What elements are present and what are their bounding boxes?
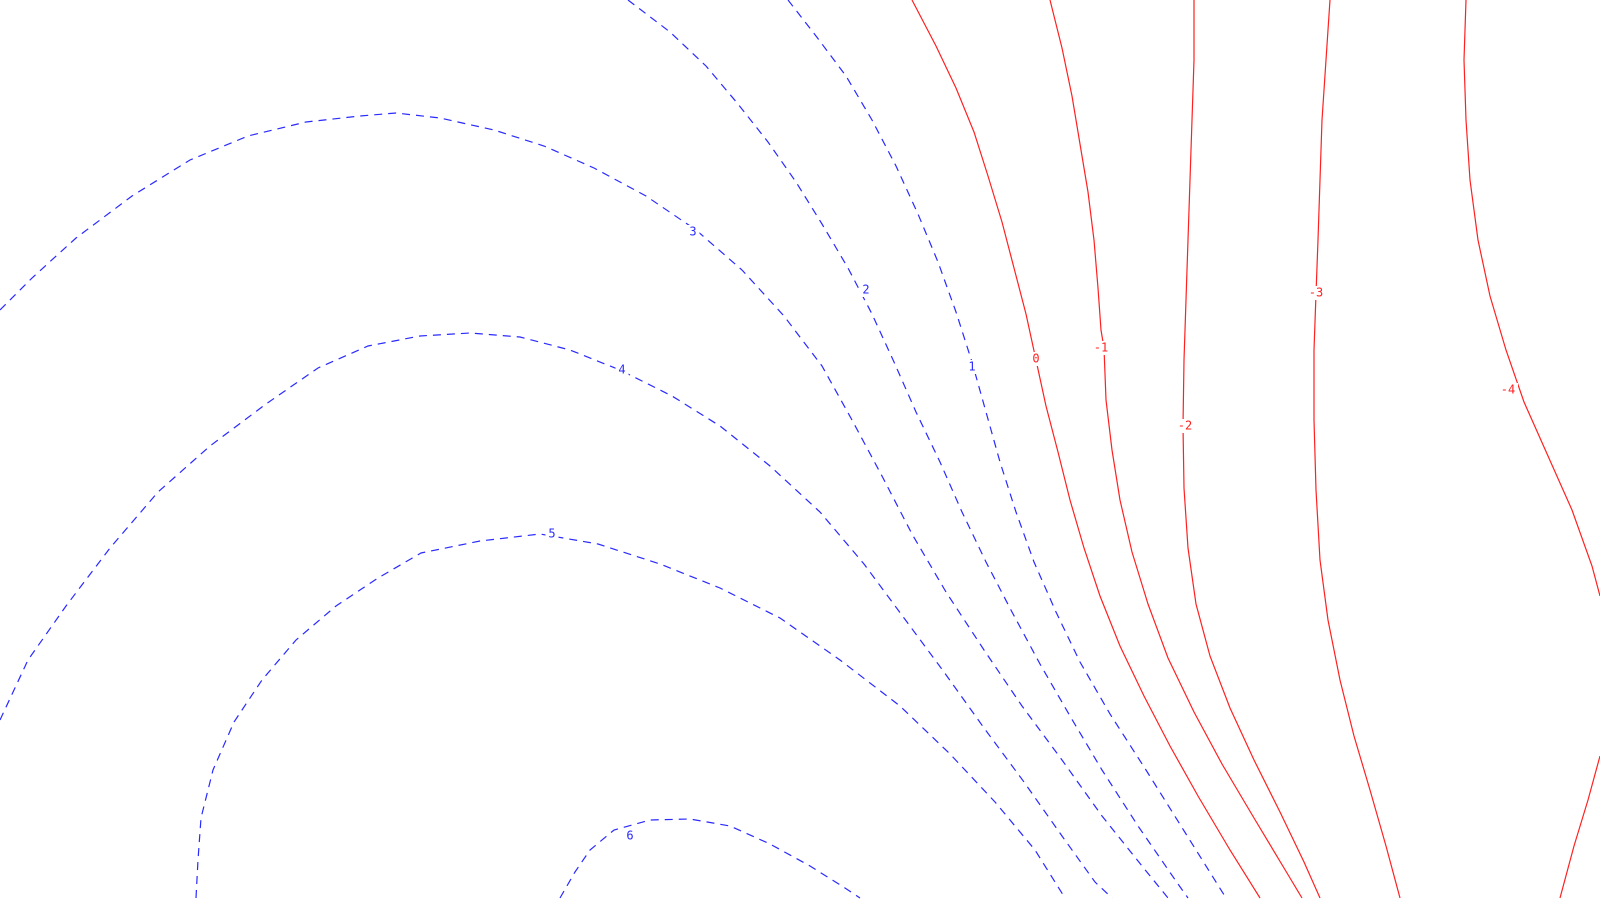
contour-line-level-0 (911, 0, 1261, 899)
contour-label-level-m2: -2 (1178, 419, 1192, 433)
contour-label-level-2: 2 (862, 283, 869, 297)
contour-label-bg-level-5 (545, 527, 559, 541)
contour-label-level-6: 6 (626, 829, 633, 843)
contour-label-bg-level-6 (623, 829, 637, 843)
contour-label-level-m3: -3 (1309, 286, 1323, 300)
contour-label-bg-level-m2 (1175, 419, 1195, 433)
contour-line-level-m3 (1313, 0, 1401, 899)
contour-line-level-6 (559, 818, 861, 899)
contour-line-level-m1 (1049, 0, 1303, 899)
contour-label-level-4: 4 (618, 363, 625, 377)
contour-label-level-0: 0 (1032, 352, 1039, 366)
contour-label-bg-level-4 (615, 363, 629, 377)
contour-label-level-m4: -4 (1501, 383, 1515, 397)
contour-label-bg-level-3 (686, 225, 700, 239)
contour-label-bg-level-1 (965, 360, 979, 374)
contour-line-level-1 (787, 0, 1227, 899)
contour-label-bg-level-0 (1029, 352, 1043, 366)
contour-label-level-1: 1 (968, 360, 975, 374)
contour-labels: 6 5 4 3 2 1 0 -1 -2 -3 -4 (545, 225, 1518, 843)
contour-label-bg-level-m4 (1498, 383, 1518, 397)
contour-label-bg-level-m1 (1091, 341, 1111, 355)
contour-label-level-3: 3 (689, 225, 696, 239)
contour-line-level-m2 (1182, 0, 1321, 899)
contour-line-level-m4 (1463, 0, 1600, 597)
contour-line-level-5 (195, 533, 1066, 899)
contour-label-level-m1: -1 (1094, 341, 1108, 355)
contour-label-level-5: 5 (548, 527, 555, 541)
contour-line-level-2 (627, 0, 1189, 899)
contour-label-bg-level-m3 (1306, 286, 1326, 300)
contour-label-bg-level-2 (859, 283, 873, 297)
contour-line-level-m4-segment (1559, 755, 1600, 899)
